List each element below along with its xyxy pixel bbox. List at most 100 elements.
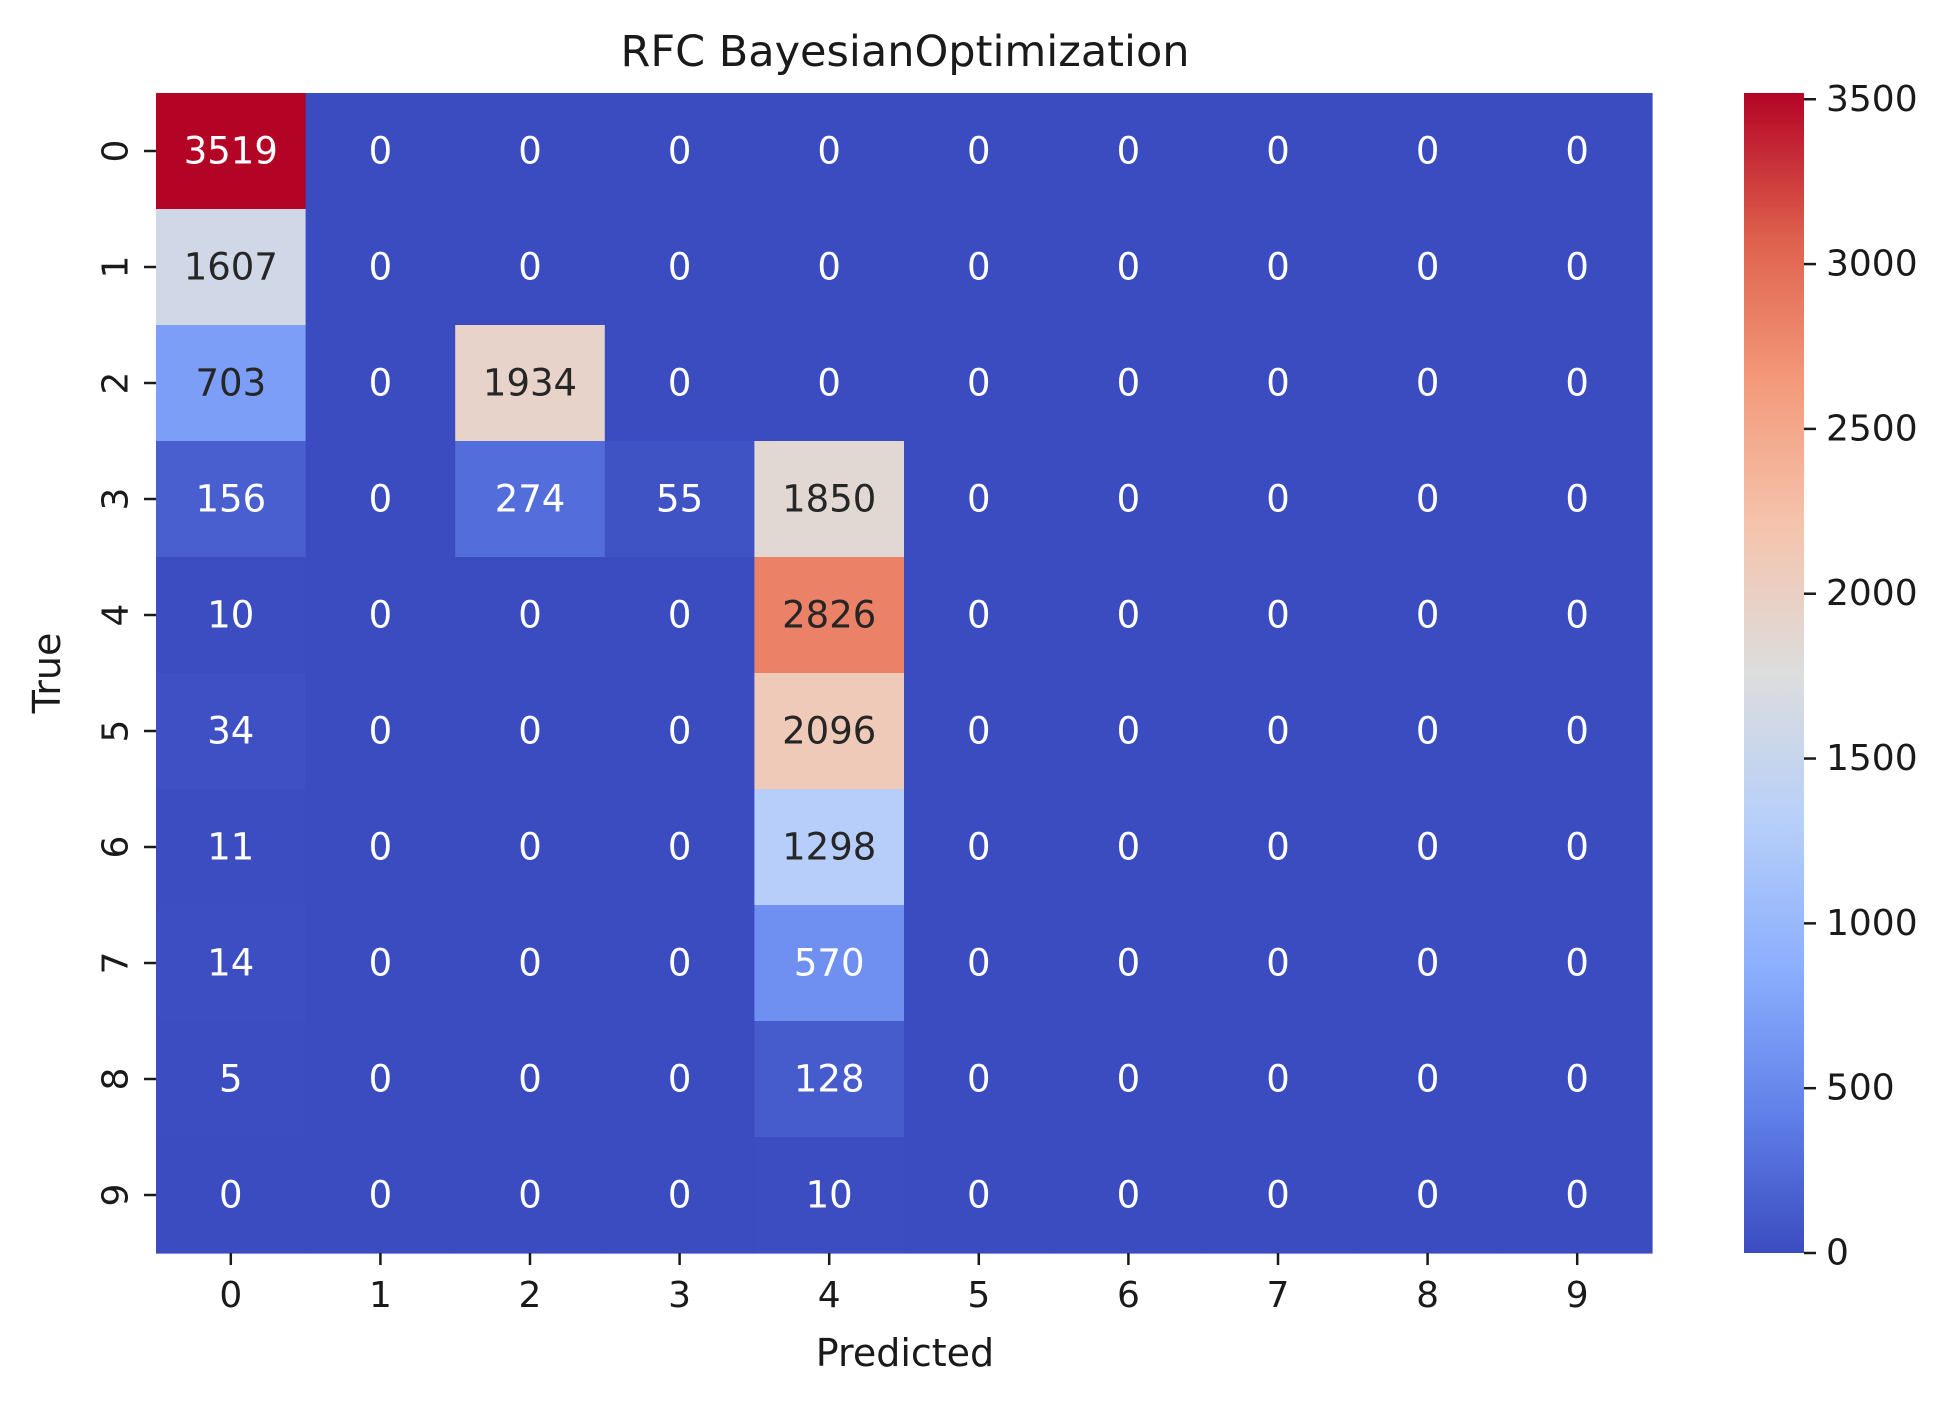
cell-value-label: 55 [656, 478, 703, 521]
cell-value-label: 0 [1266, 362, 1290, 405]
cell-value-label: 0 [369, 942, 393, 985]
chart-title: RFC BayesianOptimization [620, 27, 1189, 77]
y-tick-label: 7 [96, 952, 137, 975]
cell-value-label: 0 [1117, 594, 1141, 637]
x-tick-label: 1 [369, 1275, 392, 1316]
heatmap-cell [1502, 673, 1653, 790]
heatmap-cell [754, 557, 905, 674]
heatmap-cell [305, 789, 456, 906]
cell-value-label: 0 [1565, 1174, 1589, 1217]
cell-value-label: 0 [1117, 362, 1141, 405]
heatmap-cell [1203, 93, 1354, 210]
heatmap-cell [604, 209, 755, 326]
y-tick-label: 2 [96, 372, 137, 395]
cell-value-label: 0 [369, 1058, 393, 1101]
heatmap-cell [455, 1137, 606, 1254]
cell-value-label: 0 [967, 710, 991, 753]
heatmap-cell [455, 325, 606, 442]
heatmap-cell [904, 93, 1055, 210]
heatmap-cell [1502, 325, 1653, 442]
cell-value-label: 0 [518, 710, 542, 753]
colorbar-tick-label: 500 [1826, 1068, 1895, 1109]
heatmap-cell [1053, 93, 1204, 210]
heatmap-cell [754, 905, 905, 1022]
heatmap-cell [305, 209, 456, 326]
y-tick-label: 8 [96, 1068, 137, 1091]
cell-value-label: 0 [1416, 710, 1440, 753]
heatmap-cell [455, 673, 606, 790]
cell-value-label: 1607 [184, 246, 278, 289]
y-tick-label: 3 [96, 488, 137, 511]
x-tick-label: 4 [818, 1275, 841, 1316]
cell-value-label: 0 [668, 362, 692, 405]
cell-value-label: 0 [1117, 1058, 1141, 1101]
heatmap-cell [604, 441, 755, 558]
cell-value-label: 0 [1565, 942, 1589, 985]
cell-value-label: 0 [1266, 942, 1290, 985]
heatmap-cell [604, 1137, 755, 1254]
cell-value-label: 5 [219, 1058, 243, 1101]
cell-value-label: 0 [1416, 362, 1440, 405]
x-tick-label: 7 [1267, 1275, 1290, 1316]
cell-value-label: 0 [1416, 1174, 1440, 1217]
heatmap-cell [604, 557, 755, 674]
cell-value-label: 0 [668, 1174, 692, 1217]
heatmap-cell [1502, 1137, 1653, 1254]
cell-value-label: 0 [369, 826, 393, 869]
heatmap-cell [1352, 905, 1503, 1022]
cell-value-label: 0 [817, 362, 841, 405]
heatmap-cell [754, 93, 905, 210]
heatmap-cell [604, 325, 755, 442]
cell-value-label: 0 [369, 710, 393, 753]
heatmap-cell [904, 325, 1055, 442]
heatmap-cell [1053, 441, 1204, 558]
cell-value-label: 0 [967, 362, 991, 405]
cell-value-label: 570 [794, 942, 865, 985]
heatmap-cell [455, 93, 606, 210]
heatmap-cell [754, 441, 905, 558]
heatmap-cell [305, 1137, 456, 1254]
x-tick-label: 2 [519, 1275, 542, 1316]
cell-value-label: 0 [1266, 246, 1290, 289]
cell-value-label: 0 [1266, 130, 1290, 173]
x-axis-label: Predicted [816, 1331, 994, 1375]
heatmap-cell [1203, 325, 1354, 442]
x-tick-label: 9 [1566, 1275, 1589, 1316]
heatmap-cell [1203, 673, 1354, 790]
heatmap-cell [1502, 441, 1653, 558]
cell-value-label: 0 [518, 246, 542, 289]
heatmap-cell [156, 905, 307, 1022]
cell-value-label: 0 [967, 1058, 991, 1101]
cell-value-label: 0 [1416, 942, 1440, 985]
colorbar [1744, 93, 1804, 1253]
heatmap-cell [156, 325, 307, 442]
heatmap-cell [305, 325, 456, 442]
heatmap-cell [1053, 1137, 1204, 1254]
cell-value-label: 0 [668, 246, 692, 289]
cell-value-label: 0 [1416, 1058, 1440, 1101]
cell-value-label: 0 [668, 942, 692, 985]
heatmap-cell [1502, 93, 1653, 210]
heatmap-cell [1352, 1137, 1503, 1254]
heatmap-cell [156, 1021, 307, 1138]
cell-value-label: 0 [967, 826, 991, 869]
heatmap-cell [1502, 557, 1653, 674]
cell-value-label: 703 [195, 362, 266, 405]
cell-value-label: 0 [369, 478, 393, 521]
heatmap-cell [1203, 1137, 1354, 1254]
cell-value-label: 0 [1416, 246, 1440, 289]
cell-value-label: 0 [817, 246, 841, 289]
heatmap-cell [305, 93, 456, 210]
cell-value-label: 3519 [184, 130, 278, 173]
cell-value-label: 0 [967, 942, 991, 985]
heatmap-cell [1352, 789, 1503, 906]
heatmap-cell [1053, 905, 1204, 1022]
cell-value-label: 0 [1565, 478, 1589, 521]
cell-value-label: 0 [668, 594, 692, 637]
x-tick-label: 0 [219, 1275, 242, 1316]
cell-value-label: 0 [1266, 1058, 1290, 1101]
cell-value-label: 0 [1416, 826, 1440, 869]
heatmap-cell [1203, 209, 1354, 326]
heatmap-cell [455, 441, 606, 558]
